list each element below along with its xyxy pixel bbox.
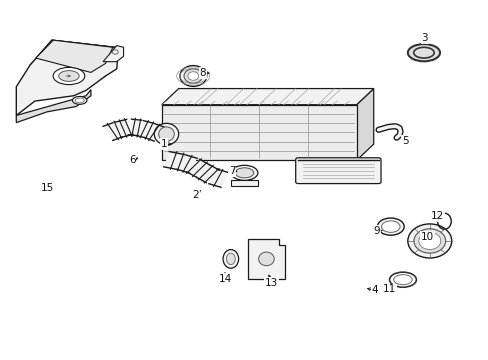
- Ellipse shape: [180, 66, 206, 86]
- Ellipse shape: [226, 253, 235, 265]
- Polygon shape: [196, 165, 219, 183]
- Polygon shape: [247, 239, 285, 279]
- Circle shape: [112, 50, 118, 54]
- Polygon shape: [163, 152, 183, 170]
- Ellipse shape: [75, 98, 84, 103]
- Polygon shape: [161, 89, 373, 105]
- FancyBboxPatch shape: [295, 158, 380, 184]
- Ellipse shape: [413, 47, 433, 58]
- Ellipse shape: [377, 218, 404, 235]
- Polygon shape: [16, 40, 118, 116]
- Text: 9: 9: [373, 226, 380, 236]
- Text: 13: 13: [264, 278, 277, 288]
- Polygon shape: [144, 123, 163, 141]
- Polygon shape: [356, 89, 373, 160]
- Ellipse shape: [413, 229, 445, 253]
- Text: 8: 8: [199, 68, 206, 78]
- Ellipse shape: [53, 67, 84, 85]
- Polygon shape: [114, 120, 133, 137]
- Ellipse shape: [258, 252, 274, 266]
- Text: 3: 3: [421, 33, 427, 43]
- Text: 1: 1: [161, 139, 167, 149]
- Text: 7: 7: [228, 166, 235, 176]
- Ellipse shape: [381, 221, 399, 232]
- Polygon shape: [36, 40, 113, 72]
- Ellipse shape: [154, 123, 178, 145]
- Ellipse shape: [72, 96, 87, 104]
- Ellipse shape: [235, 168, 253, 178]
- Polygon shape: [128, 119, 141, 136]
- Polygon shape: [186, 159, 209, 177]
- Polygon shape: [177, 155, 197, 173]
- Polygon shape: [103, 45, 123, 62]
- Text: 15: 15: [41, 183, 54, 193]
- Ellipse shape: [59, 71, 79, 81]
- Ellipse shape: [407, 44, 439, 61]
- Polygon shape: [208, 169, 228, 187]
- Text: 2: 2: [192, 190, 199, 200]
- Polygon shape: [16, 90, 91, 123]
- Polygon shape: [136, 121, 153, 138]
- Ellipse shape: [183, 69, 202, 83]
- Polygon shape: [230, 180, 258, 186]
- Polygon shape: [103, 123, 122, 140]
- Polygon shape: [161, 105, 356, 160]
- Ellipse shape: [418, 232, 440, 249]
- Polygon shape: [30, 40, 115, 87]
- Ellipse shape: [231, 165, 257, 180]
- Ellipse shape: [158, 127, 174, 141]
- Text: 12: 12: [430, 211, 443, 221]
- Ellipse shape: [223, 249, 238, 268]
- Text: 6: 6: [129, 155, 135, 165]
- Text: 14: 14: [218, 274, 231, 284]
- Text: 11: 11: [383, 284, 396, 294]
- Text: 4: 4: [371, 285, 378, 296]
- Text: 10: 10: [420, 232, 433, 242]
- Ellipse shape: [187, 72, 198, 80]
- Text: 5: 5: [401, 136, 408, 146]
- Ellipse shape: [407, 224, 451, 258]
